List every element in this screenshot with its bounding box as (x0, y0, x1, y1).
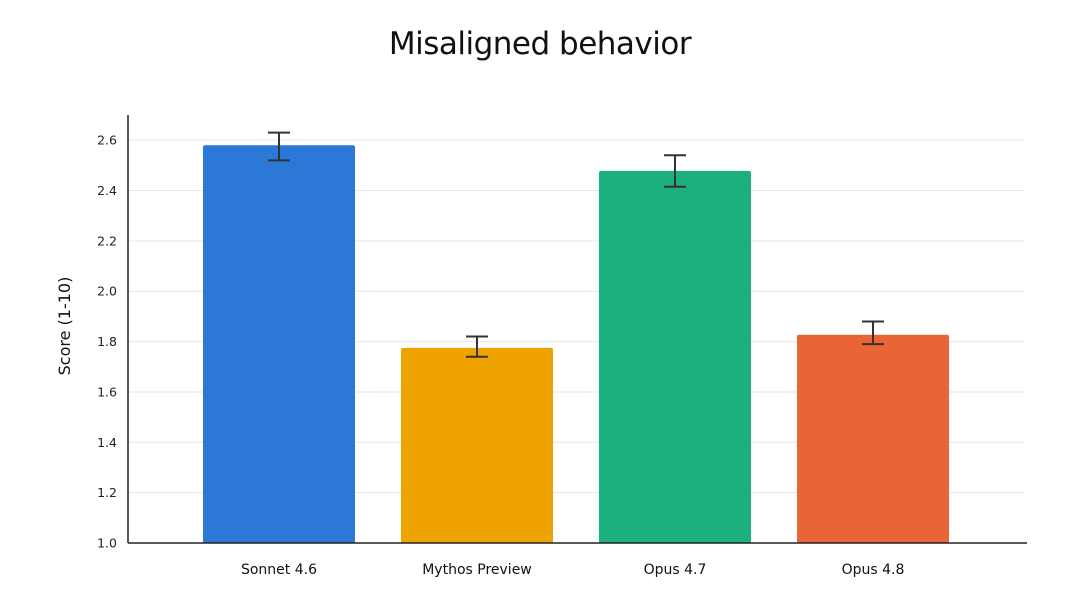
chart-title: Misaligned behavior (388, 26, 692, 62)
bar-mythos-preview (401, 347, 553, 543)
y-tick-label: 1.4 (97, 435, 117, 450)
error-bar (466, 335, 488, 358)
y-tick-label: 2.2 (97, 233, 117, 248)
bar-opus-4-8 (797, 334, 949, 543)
category-label: Opus 4.7 (644, 562, 707, 578)
y-tick-label: 1.0 (97, 536, 117, 551)
bar-opus-4-7 (599, 170, 751, 543)
bars (203, 145, 949, 543)
bar-sonnet-4-6 (203, 145, 355, 543)
category-label: Sonnet 4.6 (241, 562, 317, 578)
y-tick-label: 1.2 (97, 485, 117, 500)
y-tick-label: 2.6 (97, 133, 117, 148)
axes (127, 115, 1027, 544)
y-tick-label: 1.8 (97, 334, 117, 349)
y-tick-labels: 1.0 1.2 1.4 1.6 1.8 2.0 2.2 2.4 2.6 (97, 133, 117, 551)
error-bars (268, 131, 884, 358)
error-bar (664, 154, 686, 188)
y-tick-label: 2.4 (97, 183, 117, 198)
error-bar (268, 131, 290, 162)
category-labels: Sonnet 4.6 Mythos Preview Opus 4.7 Opus 4.8 (241, 562, 904, 578)
category-label: Mythos Preview (422, 562, 532, 578)
y-tick-label: 2.0 (97, 284, 117, 299)
error-bar (862, 320, 884, 346)
category-label: Opus 4.8 (842, 562, 905, 578)
y-tick-label: 1.6 (97, 384, 117, 399)
y-axis-label: Score (1-10) (55, 277, 74, 376)
